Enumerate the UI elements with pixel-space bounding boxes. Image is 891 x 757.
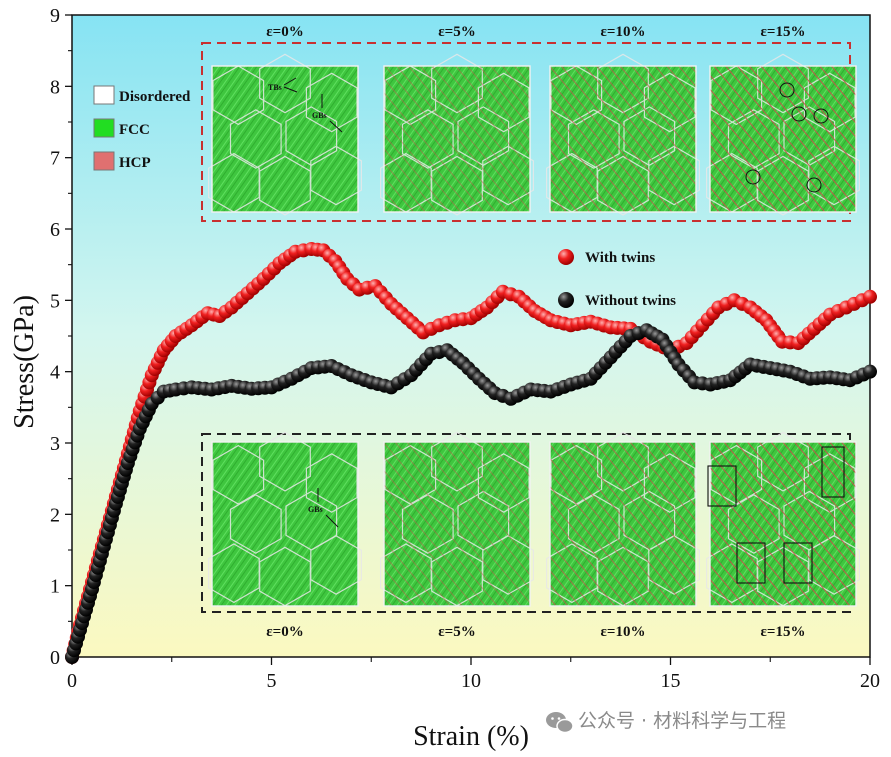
bottom-strain-label: ε=15% — [761, 624, 806, 640]
series-legend: With twins Without twins — [558, 249, 676, 309]
no-twins-snapshot-3 — [706, 431, 860, 607]
y-tick-label: 5 — [50, 290, 60, 312]
gbs-annotation-bottom: GBs — [308, 505, 323, 514]
y-tick-label: 7 — [50, 148, 60, 170]
tbs-annotation: TBs — [268, 83, 282, 92]
phase-label: HCP — [119, 155, 151, 171]
y-tick-label: 1 — [50, 576, 60, 598]
defect-circle — [813, 108, 829, 124]
hcp-bands — [384, 442, 530, 606]
hcp-bands — [550, 442, 696, 606]
y-tick-label: 8 — [50, 76, 60, 98]
data-point — [863, 289, 877, 304]
twins-snapshot-0 — [208, 53, 362, 216]
y-axis-label: Stress(GPa) — [9, 295, 40, 429]
twins-snapshot-2 — [546, 53, 700, 216]
no-twins-snapshot-0 — [208, 431, 362, 607]
phase-swatch-hcp — [93, 151, 115, 171]
bottom-strain-label: ε=0% — [266, 624, 303, 640]
legend-marker — [558, 249, 574, 265]
data-series — [65, 242, 877, 664]
y-tick-label: 3 — [50, 433, 60, 455]
watermark-text: 公众号 · 材料科学与工程 — [578, 710, 786, 732]
top-strain-label: ε=0% — [266, 24, 303, 40]
data-point — [863, 364, 877, 379]
legend-label: With twins — [585, 250, 655, 266]
y-tick-label: 0 — [50, 647, 60, 669]
y-tick-label: 9 — [50, 5, 60, 27]
phase-swatch-disordered — [93, 85, 115, 105]
defect-box — [707, 465, 737, 507]
x-tick-label: 20 — [860, 670, 880, 692]
no-twins-snapshot-2 — [546, 431, 700, 607]
defect-circle — [779, 82, 795, 98]
x-axis-label: Strain (%) — [413, 721, 529, 752]
x-tick-label: 0 — [67, 670, 77, 692]
y-tick-label: 6 — [50, 219, 60, 241]
phase-legend: Disordered FCC HCP — [93, 85, 191, 171]
top-strain-label: ε=15% — [761, 24, 806, 40]
hcp-bands — [384, 66, 530, 212]
twins-snapshot-1 — [380, 53, 534, 216]
bottom-inset-panel: ε=0% ε=5% ε=10% ε=15% GBs — [201, 431, 860, 640]
no-twins-snapshot-1 — [380, 431, 534, 607]
grain-boundaries — [208, 431, 362, 607]
fcc-matrix — [212, 442, 358, 606]
defect-circle — [806, 177, 822, 193]
hcp-bands — [710, 442, 856, 606]
y-tick-label: 2 — [50, 504, 60, 526]
x-tick-label: 15 — [661, 670, 681, 692]
phase-label: Disordered — [119, 89, 191, 105]
twins-snapshot-3 — [706, 53, 860, 216]
hcp-bands — [550, 66, 696, 212]
defect-box — [736, 542, 766, 584]
y-tick-label: 4 — [50, 362, 60, 384]
phase-swatch-fcc — [93, 118, 115, 138]
bottom-strain-label: ε=5% — [438, 624, 475, 640]
defect-circle — [791, 106, 807, 122]
legend-marker — [558, 292, 574, 308]
defect-box — [821, 446, 845, 498]
fcc-matrix — [212, 66, 358, 212]
defect-circle — [745, 169, 761, 185]
legend-label: Without twins — [585, 293, 676, 309]
bottom-strain-label: ε=10% — [601, 624, 646, 640]
watermark: 公众号 · 材料科学与工程 — [546, 710, 786, 734]
gbs-annotation-top: GBs — [312, 111, 327, 120]
top-strain-label: ε=5% — [438, 24, 475, 40]
x-tick-label: 5 — [267, 670, 277, 692]
defect-box — [783, 542, 813, 584]
wechat-icon — [546, 712, 574, 734]
top-inset-panel: ε=0% ε=5% ε=10% ε=15% TBs GBs — [201, 24, 860, 222]
series-without-twins — [65, 323, 877, 664]
top-strain-label: ε=10% — [601, 24, 646, 40]
axes: 0 5 10 15 20 0 1 2 3 4 5 6 7 8 9 — [50, 5, 880, 692]
hcp-bands — [710, 66, 856, 212]
x-tick-label: 10 — [461, 670, 481, 692]
phase-label: FCC — [119, 122, 150, 138]
